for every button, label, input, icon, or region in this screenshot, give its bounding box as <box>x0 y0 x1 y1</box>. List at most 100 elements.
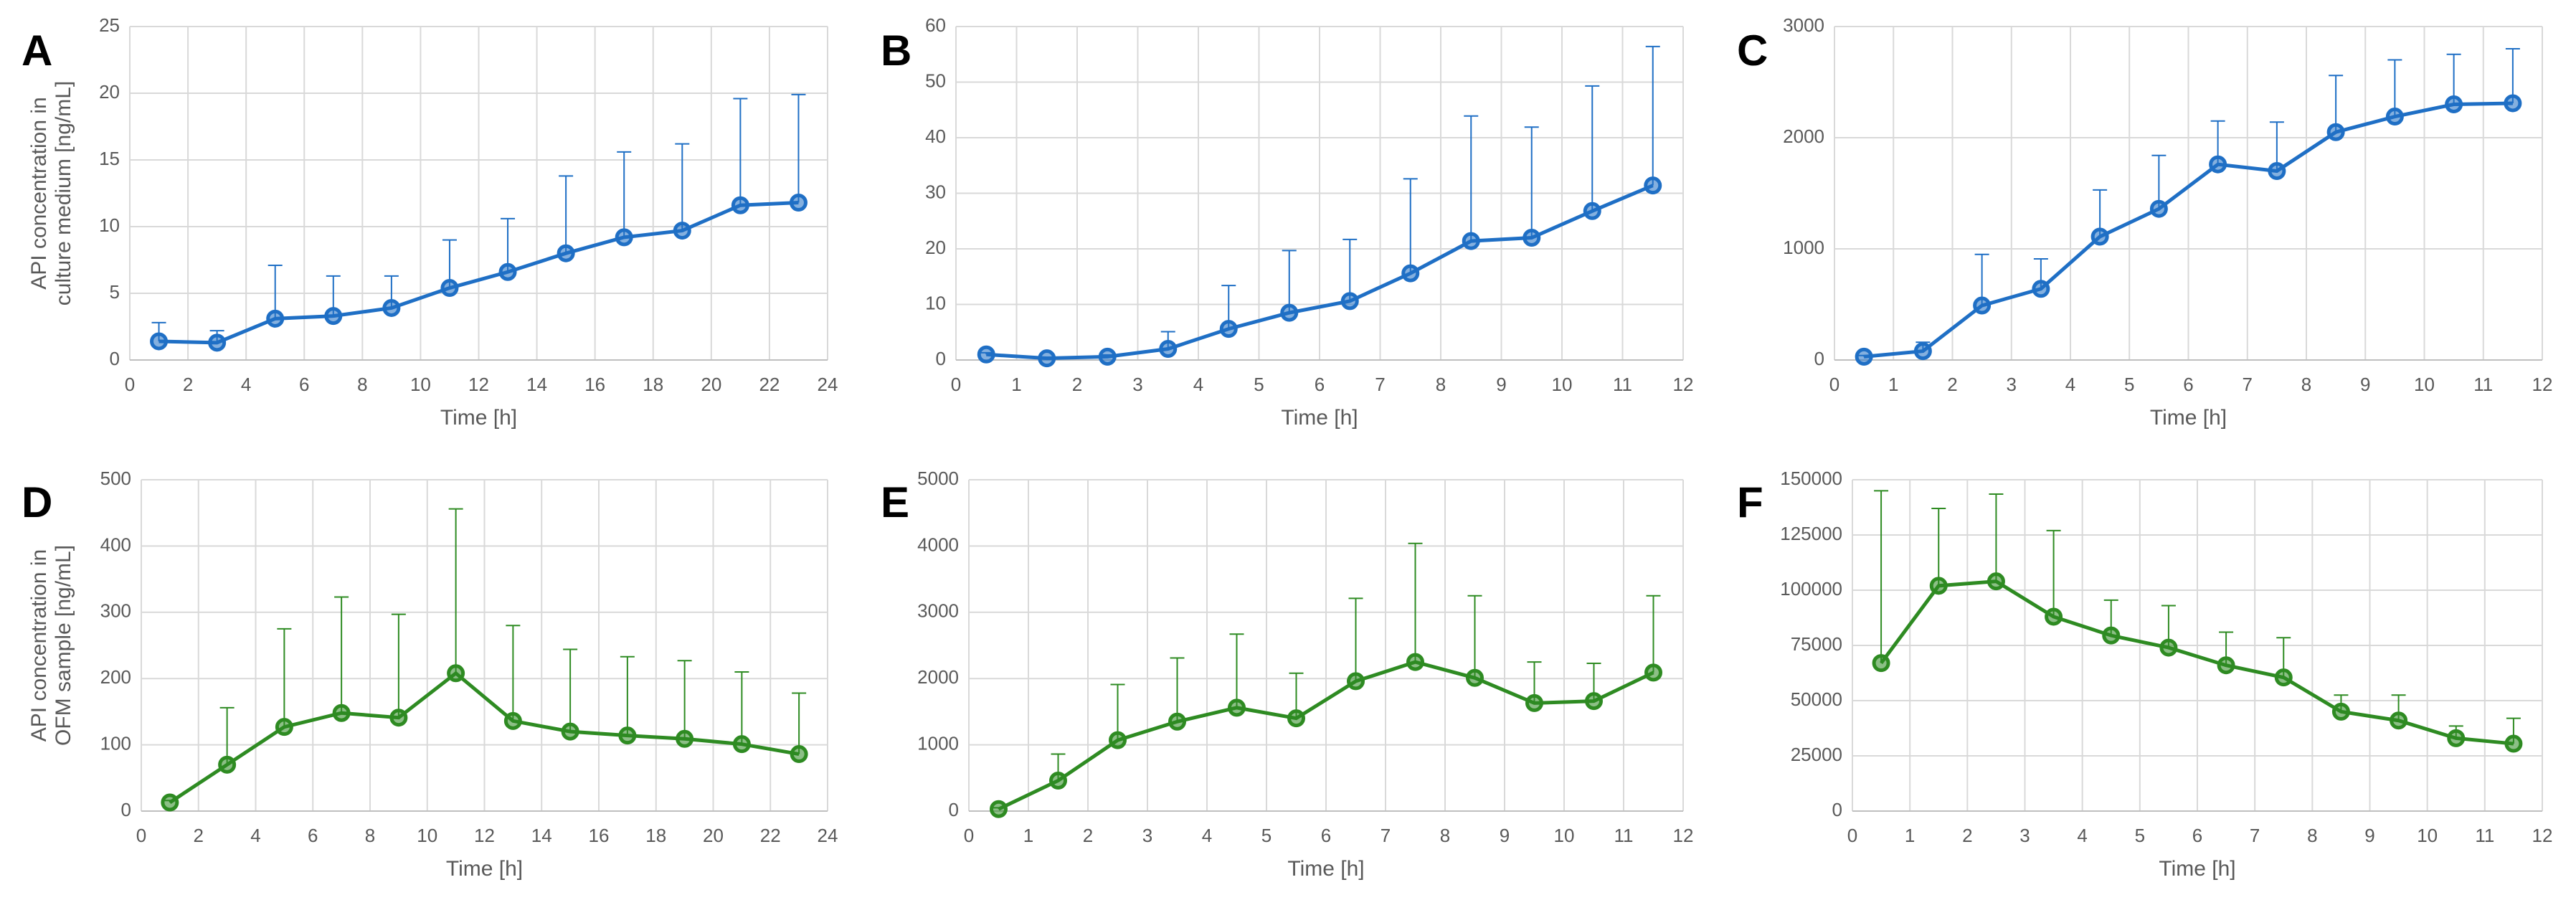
data-point <box>1406 653 1424 671</box>
x-tick-label: 11 <box>1613 374 1632 395</box>
data-point <box>1049 771 1067 790</box>
data-point <box>275 718 293 736</box>
data-point <box>1583 202 1601 220</box>
x-tick-label: 10 <box>410 374 431 395</box>
data-point <box>218 755 237 774</box>
data-point <box>731 196 749 214</box>
x-tick-label: 12 <box>2532 374 2553 395</box>
y-tick-label: 10 <box>925 292 946 313</box>
data-point <box>1525 693 1543 712</box>
data-point <box>2159 638 2178 657</box>
data-point <box>1987 572 2005 591</box>
x-tick-label: 7 <box>1375 374 1385 395</box>
panel-letter: E <box>881 478 909 526</box>
y-tick-label: 4000 <box>917 534 959 555</box>
data-point <box>2390 711 2408 730</box>
data-point <box>1340 292 1359 311</box>
data-point <box>1038 349 1056 368</box>
x-tick-label: 3 <box>2007 374 2017 395</box>
data-point <box>1973 296 1992 315</box>
y-axis-title: OFM sample [ng/mL] <box>52 545 75 746</box>
x-tick-label: 5 <box>2124 374 2134 395</box>
data-point <box>2504 734 2523 753</box>
x-tick-label: 20 <box>703 825 724 846</box>
x-tick-label: 12 <box>474 825 495 846</box>
data-point <box>1644 176 1662 195</box>
y-tick-label: 200 <box>100 666 131 688</box>
data-point <box>673 222 691 240</box>
data-line <box>169 671 800 805</box>
data-line <box>1880 579 2514 746</box>
x-tick-label: 8 <box>365 825 375 846</box>
x-tick-label: 6 <box>1315 374 1325 395</box>
panel-letter: A <box>22 27 52 75</box>
panel-letter: D <box>22 478 52 526</box>
x-tick-label: 12 <box>1673 374 1694 395</box>
data-point <box>2032 280 2050 298</box>
x-tick-label: 10 <box>1552 374 1573 395</box>
data-point <box>676 729 694 748</box>
x-tick-label: 8 <box>1440 825 1450 846</box>
x-tick-label: 5 <box>2135 825 2145 846</box>
data-point <box>2045 607 2063 626</box>
data-point <box>2149 199 2168 218</box>
x-tick-label: 20 <box>701 374 721 395</box>
x-tick-label: 0 <box>1847 825 1857 846</box>
panel-letter: C <box>1737 27 1768 75</box>
x-tick-label: 9 <box>1500 825 1510 846</box>
x-tick-label: 1 <box>1905 825 1915 846</box>
y-tick-label: 10 <box>99 214 120 236</box>
data-point <box>2504 94 2522 113</box>
data-point <box>2090 227 2109 246</box>
y-tick-label: 15 <box>99 148 120 169</box>
data-point <box>790 745 808 764</box>
y-tick-label: 50 <box>925 70 946 91</box>
x-tick-label: 11 <box>2475 825 2494 846</box>
x-tick-label: 10 <box>2417 825 2438 846</box>
x-tick-label: 4 <box>250 825 260 846</box>
data-point <box>382 298 401 317</box>
y-tick-label: 1000 <box>917 732 959 754</box>
x-tick-label: 4 <box>241 374 251 395</box>
y-axis-title: culture medium [ng/mL] <box>52 81 75 305</box>
data-point <box>440 279 459 298</box>
y-tick-label: 25 <box>99 14 120 36</box>
y-tick-label: 75000 <box>1791 633 1842 655</box>
y-tick-label: 20 <box>99 81 120 103</box>
data-line <box>998 660 1654 811</box>
x-tick-label: 9 <box>2360 374 2370 395</box>
y-tick-label: 0 <box>936 348 946 369</box>
x-tick-label: 2 <box>1962 825 1972 846</box>
x-tick-label: 0 <box>951 374 961 395</box>
y-tick-label: 0 <box>110 348 120 369</box>
x-tick-label: 9 <box>1496 374 1506 395</box>
x-tick-label: 8 <box>2307 825 2317 846</box>
x-tick-label: 14 <box>526 374 547 395</box>
x-tick-label: 22 <box>759 374 780 395</box>
data-point <box>2209 155 2227 174</box>
data-point <box>615 228 633 247</box>
data-point <box>332 704 351 722</box>
data-point <box>561 722 579 741</box>
data-point <box>1523 229 1541 247</box>
y-tick-label: 5000 <box>917 468 959 489</box>
x-tick-label: 4 <box>1202 825 1212 846</box>
y-tick-label: 40 <box>925 125 946 147</box>
data-point <box>618 726 637 745</box>
y-tick-label: 30 <box>925 181 946 202</box>
x-tick-label: 18 <box>643 374 663 395</box>
x-tick-label: 1 <box>1888 374 1898 395</box>
data-point <box>1929 577 1948 595</box>
x-tick-label: 14 <box>531 825 552 846</box>
data-point <box>498 262 517 281</box>
x-tick-label: 4 <box>2065 374 2075 395</box>
x-tick-label: 12 <box>1673 825 1694 846</box>
x-tick-label: 9 <box>2364 825 2374 846</box>
data-point <box>2268 162 2286 180</box>
y-tick-label: 20 <box>925 237 946 258</box>
data-point <box>977 345 995 364</box>
data-point <box>389 709 408 727</box>
